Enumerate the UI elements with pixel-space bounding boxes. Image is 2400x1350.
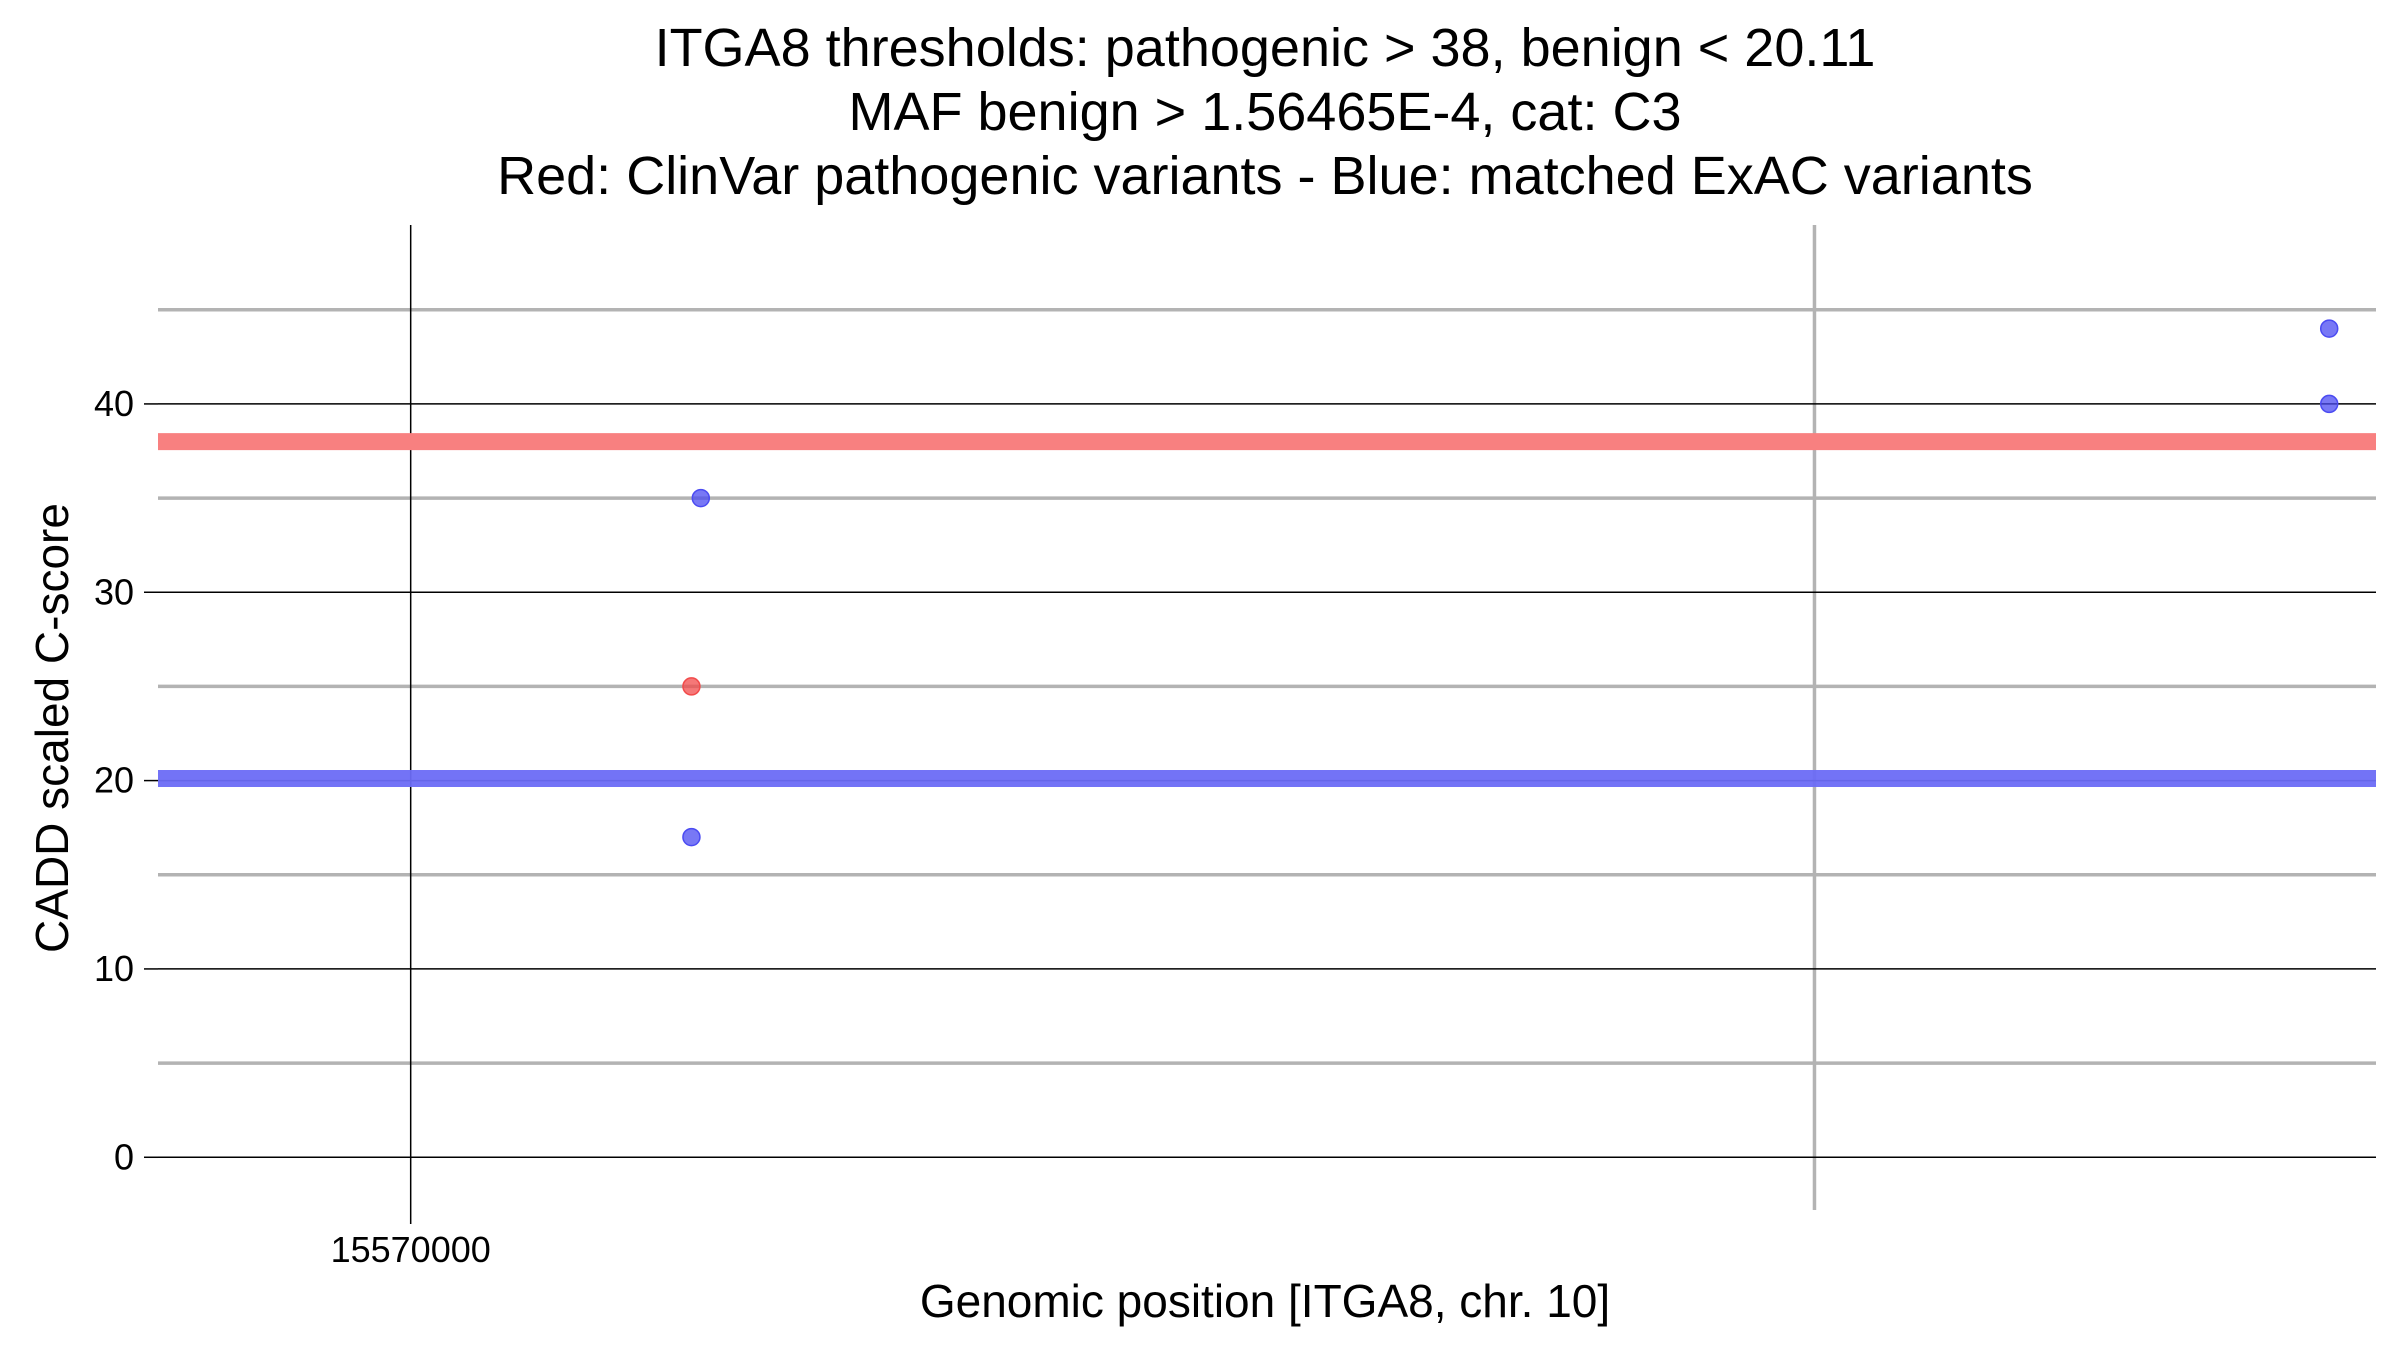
exac-variant-point: [2319, 319, 2339, 338]
x-tick-label: 15570000: [331, 1229, 491, 1270]
y-tick-label: 0: [114, 1136, 134, 1177]
y-tick-label: 40: [94, 383, 134, 424]
exac-variant-point: [691, 488, 711, 508]
y-tick-label: 30: [94, 571, 134, 612]
chart-title-line-2: MAF benign > 1.56465E-4, cat: C3: [849, 82, 1682, 142]
point-layer: [682, 319, 2339, 847]
threshold-layer: [158, 433, 2376, 788]
exac-variant-point: [2319, 394, 2339, 414]
tick-layer: 0102030401557000015600000156300001566000…: [94, 383, 491, 1270]
exac-variant-point: [682, 827, 701, 847]
chart-title-line-3: Red: ClinVar pathogenic variants - Blue:…: [497, 146, 2033, 206]
y-axis-label: CADD scaled C-score: [26, 503, 78, 953]
y-tick-label: 20: [94, 760, 134, 801]
chart-title-line-1: ITGA8 thresholds: pathogenic > 38, benig…: [655, 18, 1876, 78]
pathogenic-variant-point: [682, 677, 701, 696]
y-tick-label: 10: [94, 948, 134, 989]
grid-layer: [158, 225, 2376, 1210]
x-axis-label: Genomic position [ITGA8, chr. 10]: [920, 1275, 1610, 1327]
